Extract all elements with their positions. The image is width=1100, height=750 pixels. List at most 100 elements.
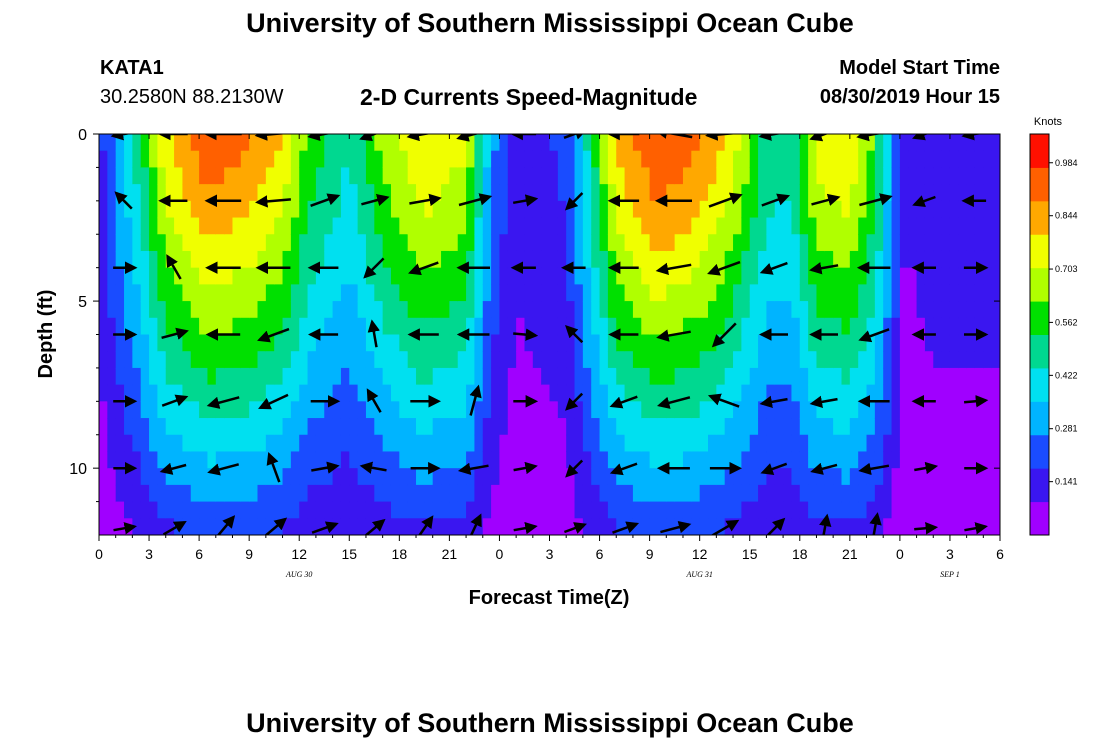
heatmap-cell bbox=[908, 484, 918, 503]
heatmap-cell bbox=[591, 401, 601, 419]
current-vector bbox=[364, 518, 386, 535]
heatmap-cell bbox=[557, 367, 567, 386]
heatmap-cell bbox=[858, 418, 868, 436]
model-start-label: Model Start Time bbox=[839, 57, 1000, 79]
heatmap-cell bbox=[199, 317, 209, 336]
heatmap-cell bbox=[974, 267, 984, 285]
heatmap-cell bbox=[149, 501, 158, 519]
heatmap-cell bbox=[207, 484, 217, 503]
heatmap-cell bbox=[340, 484, 350, 503]
heatmap-cell bbox=[274, 134, 284, 152]
x-tick-label: 18 bbox=[392, 546, 408, 562]
heatmap-cell bbox=[140, 150, 150, 169]
heatmap-cell bbox=[374, 184, 384, 202]
heatmap-cell bbox=[315, 200, 325, 219]
heatmap-cell bbox=[340, 334, 350, 352]
heatmap-cell bbox=[574, 434, 584, 453]
heatmap-cell bbox=[457, 451, 467, 469]
heatmap-cell bbox=[599, 234, 609, 252]
heatmap-cell bbox=[574, 451, 584, 469]
heatmap-cell bbox=[182, 451, 192, 469]
heatmap-cell bbox=[607, 284, 617, 302]
heatmap-cell bbox=[674, 384, 684, 402]
heatmap-cell bbox=[674, 250, 684, 269]
heatmap-cell bbox=[691, 184, 701, 202]
heatmap-cell bbox=[549, 234, 559, 252]
heatmap-cell bbox=[682, 167, 692, 185]
heatmap-cell bbox=[290, 317, 300, 336]
heatmap-cell bbox=[416, 284, 425, 302]
heatmap-cell bbox=[749, 267, 759, 285]
heatmap-cell bbox=[791, 234, 801, 252]
heatmap-cell bbox=[724, 501, 734, 519]
heatmap-cell bbox=[883, 267, 893, 285]
heatmap-cell bbox=[557, 334, 567, 352]
heatmap-cell bbox=[799, 367, 809, 386]
heatmap-cell bbox=[682, 434, 692, 453]
heatmap-cell bbox=[407, 234, 417, 252]
heatmap-cell bbox=[666, 484, 676, 503]
heatmap-cell bbox=[382, 234, 392, 252]
heatmap-cell bbox=[207, 384, 217, 402]
heatmap-cell bbox=[399, 184, 409, 202]
heatmap-cell bbox=[607, 384, 617, 402]
heatmap-cell bbox=[699, 267, 709, 285]
heatmap-cell bbox=[424, 418, 434, 436]
heatmap-cell bbox=[182, 134, 192, 152]
heatmap-cell bbox=[733, 284, 742, 302]
heatmap-cell bbox=[916, 250, 926, 269]
heatmap-cell bbox=[190, 167, 200, 185]
heatmap-cell bbox=[249, 184, 259, 202]
x-tick-label: 21 bbox=[442, 546, 458, 562]
heatmap-cell bbox=[265, 518, 275, 535]
heatmap-cell bbox=[524, 334, 534, 352]
heatmap-cell bbox=[124, 334, 133, 352]
heatmap-cell bbox=[290, 367, 300, 386]
heatmap-cell bbox=[132, 501, 142, 519]
heatmap-cell bbox=[774, 418, 784, 436]
heatmap-cell bbox=[416, 234, 425, 252]
heatmap-cell bbox=[365, 167, 375, 185]
heatmap-cell bbox=[582, 367, 592, 386]
heatmap-cell bbox=[165, 468, 175, 486]
heatmap-cell bbox=[382, 468, 392, 486]
heatmap-cell bbox=[290, 451, 300, 469]
heatmap-cell bbox=[99, 451, 108, 469]
heatmap-cell bbox=[899, 384, 909, 402]
heatmap-cell bbox=[766, 134, 776, 152]
heatmap-cell bbox=[249, 217, 259, 235]
heatmap-cell bbox=[357, 317, 367, 336]
heatmap-cell bbox=[783, 518, 793, 535]
heatmap-cell bbox=[491, 367, 501, 386]
heatmap-cell bbox=[749, 518, 759, 535]
heatmap-cell bbox=[908, 150, 918, 169]
heatmap-cell bbox=[140, 200, 150, 219]
heatmap-cell bbox=[340, 434, 350, 453]
heatmap-cell bbox=[349, 184, 359, 202]
heatmap-cell bbox=[666, 401, 676, 419]
heatmap-cell bbox=[632, 384, 642, 402]
heatmap-cell bbox=[808, 134, 818, 152]
heatmap-cell bbox=[382, 434, 392, 453]
heatmap-cell bbox=[799, 200, 809, 219]
heatmap-cell bbox=[933, 167, 943, 185]
heatmap-cell bbox=[666, 301, 676, 319]
colorbar-tick-label: 0.281 bbox=[1055, 424, 1078, 434]
heatmap-cell bbox=[908, 468, 918, 486]
heatmap-cell bbox=[632, 351, 642, 369]
heatmap-cell bbox=[557, 384, 567, 402]
heatmap-cell bbox=[274, 200, 284, 219]
heatmap-cell bbox=[215, 351, 225, 369]
current-vector bbox=[114, 191, 133, 210]
heatmap-cell bbox=[849, 217, 859, 235]
heatmap-cell bbox=[974, 484, 984, 503]
heatmap-cell bbox=[441, 134, 450, 152]
heatmap-cell bbox=[282, 334, 292, 352]
heatmap-cell bbox=[941, 501, 951, 519]
heatmap-cell bbox=[924, 317, 934, 336]
heatmap-cell bbox=[332, 200, 342, 219]
heatmap-cell bbox=[908, 301, 918, 319]
heatmap-cell bbox=[974, 351, 984, 369]
heatmap-cell bbox=[774, 234, 784, 252]
heatmap-cell bbox=[983, 150, 993, 169]
